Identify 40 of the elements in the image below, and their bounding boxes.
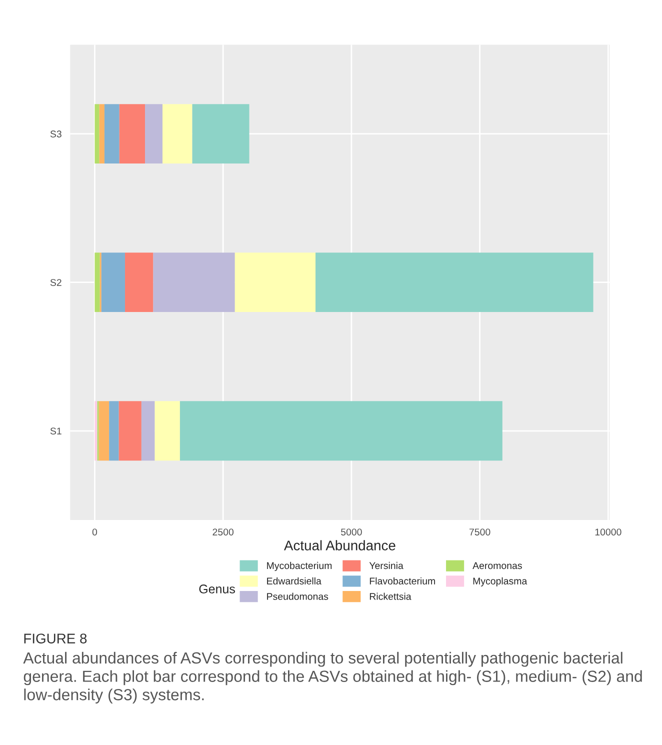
x-tick-label: 2500 <box>212 528 234 536</box>
bar <box>94 104 100 164</box>
text: Actual abundances of ASVs corresponding to several potentially pathogenic bacterial genera. Each plot bar correspond to the ASVs obtained at high- (S1), medium- (S2) and low-density (S3) systems. <box>23 652 642 704</box>
bar <box>162 104 192 164</box>
legend-label: Rickettsia <box>370 592 412 600</box>
bar <box>94 401 98 461</box>
bar <box>141 401 155 461</box>
bar <box>98 401 110 461</box>
bar <box>234 252 316 312</box>
y-tick-label: S2 <box>50 279 62 286</box>
legend-label: Edwardsiella <box>267 577 322 584</box>
bar <box>180 401 502 461</box>
bar <box>315 252 594 312</box>
bar <box>192 104 250 164</box>
x-tick-label: 5000 <box>341 528 362 536</box>
y-tick-label: S1 <box>50 428 62 435</box>
bar <box>118 401 142 461</box>
y-tick-label: S3 <box>50 130 62 138</box>
x-tick-label: 7500 <box>469 528 490 536</box>
legend-label: Mycoplasma <box>473 577 528 586</box>
bar <box>99 104 104 164</box>
bar <box>104 104 120 164</box>
bar <box>145 104 162 164</box>
legend-label: Pseudomonas <box>267 592 328 600</box>
bar <box>119 104 146 164</box>
legend-label: Mycobacterium <box>267 562 332 571</box>
bar <box>101 252 126 312</box>
bar <box>153 252 235 312</box>
legend-label: Yersinia <box>369 562 404 570</box>
bar <box>154 401 180 461</box>
legend-label: Flavobacterium <box>370 577 435 584</box>
bar <box>94 252 100 312</box>
x-tick-label: 10000 <box>595 528 622 536</box>
x-tick-label: 0 <box>92 528 98 536</box>
bar <box>109 401 119 461</box>
caption: FIGURE 8 <box>24 634 87 644</box>
legend-label: Aeromonas <box>472 562 522 570</box>
legend-title: Genus <box>199 584 235 594</box>
x-axis-title: Actual Abundance <box>284 540 396 550</box>
bar <box>125 252 154 312</box>
